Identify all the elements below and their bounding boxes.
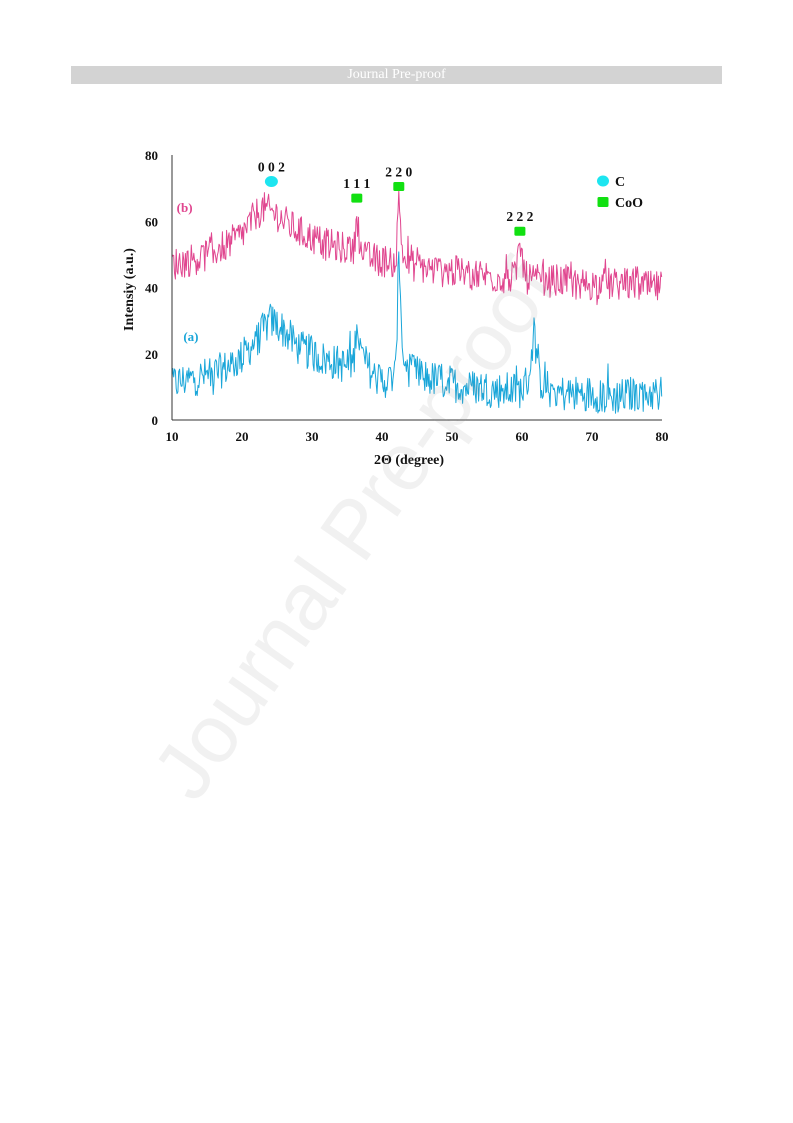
series-line-1 <box>171 190 663 306</box>
annotation-group: 0 0 2 1 1 1 2 2 0 2 2 2 (b) (a) <box>177 160 534 345</box>
series-label: (a) <box>183 329 198 344</box>
x-tick-label: 80 <box>656 429 669 444</box>
x-tick-label: 60 <box>516 429 529 444</box>
series-label: (b) <box>177 200 193 215</box>
x-tick-label: 30 <box>306 429 319 444</box>
journal-header-bar: Journal Pre-proof <box>71 66 722 84</box>
peak-index-label: 1 1 1 <box>343 176 370 191</box>
plot-series-group <box>171 190 663 414</box>
y-tick-label: 60 <box>145 214 158 229</box>
phase-coo-marker <box>514 226 526 236</box>
legend-coo-marker <box>597 197 609 207</box>
y-tick-label: 0 <box>152 413 159 428</box>
journal-header-title: Journal Pre-proof <box>347 67 446 82</box>
legend: C CoO <box>597 175 643 211</box>
x-axis-label: 2Θ (degree) <box>374 453 444 468</box>
phase-coo-marker <box>351 193 363 203</box>
peak-index-label: 2 2 0 <box>385 164 412 179</box>
y-tick-label: 80 <box>145 148 158 163</box>
x-tick-label: 50 <box>446 429 459 444</box>
phase-coo-marker <box>393 181 405 191</box>
axes-group: 10 20 30 40 50 60 70 80 0 20 40 60 80 2Θ (degree) Inte… <box>122 148 669 468</box>
legend-c-marker <box>597 175 609 187</box>
x-tick-label: 40 <box>376 429 389 444</box>
x-tick-label: 20 <box>236 429 249 444</box>
y-tick-label: 20 <box>145 347 158 362</box>
x-tick-label: 70 <box>586 429 599 444</box>
legend-label: CoO <box>615 196 643 211</box>
phase-c-marker <box>264 176 278 187</box>
y-axis-label: Intensiy (a.u.) <box>122 248 137 331</box>
peak-index-label: 0 0 2 <box>258 160 285 175</box>
series-line-0 <box>171 251 663 414</box>
y-tick-label: 40 <box>145 281 158 296</box>
legend-label: C <box>615 175 625 190</box>
x-tick-label: 10 <box>166 429 179 444</box>
peak-index-label: 2 2 2 <box>506 209 533 224</box>
